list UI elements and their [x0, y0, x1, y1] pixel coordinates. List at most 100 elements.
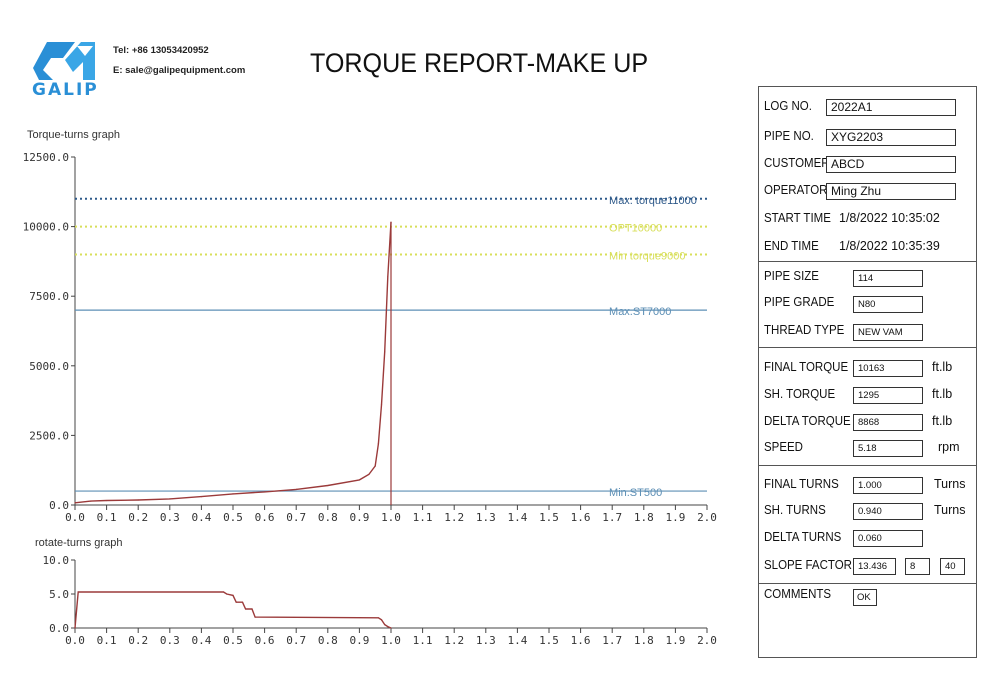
x-tick-label: 1.9 [665, 511, 685, 524]
torque-graph-title: Torque-turns graph [27, 129, 120, 141]
y-tick-label: 10000.0 [23, 221, 69, 234]
x-tick-label: 0.3 [160, 511, 180, 524]
slope-factor-field-2: 8 [905, 558, 930, 575]
data-point [377, 617, 379, 619]
data-point [384, 351, 386, 353]
section-divider [759, 261, 976, 262]
x-tick-label: 2.0 [697, 511, 717, 524]
data-point [241, 601, 244, 603]
report-panel: LOG NO. 2022A1 PIPE NO. XYG2203 CUSTOMER AB… [758, 86, 977, 658]
comments-field: OK [853, 589, 877, 606]
data-point [200, 496, 202, 498]
pipe-no-field: XYG2203 [826, 129, 956, 146]
data-series-line [74, 222, 392, 504]
data-point [254, 616, 256, 618]
contact-email: E: sale@galipequipment.com [113, 65, 246, 76]
x-tick-label: 1.7 [602, 511, 622, 524]
speed-unit: rpm [938, 440, 960, 454]
x-tick-label: 0.6 [255, 511, 275, 524]
x-tick-label: 1.4 [507, 511, 527, 524]
x-tick-label: 0.3 [160, 634, 180, 647]
reference-line-label: Min.ST500 [609, 487, 662, 499]
data-point [264, 491, 266, 493]
galip-logo-icon [33, 42, 95, 80]
x-tick-label: 0.9 [349, 634, 369, 647]
data-point [169, 498, 171, 500]
report-title: TORQUE REPORT-MAKE UP [310, 48, 649, 78]
customer-label: CUSTOMER [764, 156, 830, 170]
delta-turns-label: DELTA TURNS [764, 530, 842, 544]
y-tick-label: 12500.0 [23, 151, 69, 164]
data-point [90, 500, 92, 502]
slope-factor-field-3: 40 [940, 558, 965, 575]
x-tick-label: 1.5 [539, 634, 559, 647]
reference-line-label: Max.ST7000 [609, 306, 671, 318]
thread-type-label: THREAD TYPE [764, 323, 845, 337]
x-tick-label: 1.2 [444, 511, 464, 524]
rotate-graph-title: rotate-turns graph [35, 537, 123, 549]
final-torque-unit: ft.lb [932, 360, 953, 374]
data-point [295, 488, 297, 491]
data-point [327, 484, 329, 487]
x-tick-label: 0.5 [223, 511, 243, 524]
x-tick-label: 1.1 [413, 511, 433, 524]
y-tick-label: 7500.0 [29, 290, 69, 303]
operator-label: OPERATOR [764, 183, 828, 197]
data-point [384, 624, 386, 626]
x-tick-label: 0.1 [97, 634, 117, 647]
start-time-value: 1/8/2022 10:35:02 [839, 211, 940, 225]
x-tick-label: 0.4 [191, 634, 211, 647]
data-point [222, 591, 225, 593]
x-tick-label: 0.7 [286, 511, 306, 524]
x-tick-label: 1.6 [571, 634, 591, 647]
data-point [137, 499, 139, 501]
y-tick-label: 10.0 [43, 554, 70, 567]
delta-turns-field: 0.060 [853, 530, 923, 547]
data-point [74, 502, 76, 504]
x-tick-label: 1.3 [476, 634, 496, 647]
delta-torque-label: DELTA TORQUE [764, 414, 851, 428]
sh-torque-field: 1295 [853, 387, 923, 404]
x-tick-label: 0.8 [318, 511, 338, 524]
pipe-grade-label: PIPE GRADE [764, 295, 835, 309]
data-point [106, 499, 108, 502]
data-point [358, 479, 360, 481]
data-point [374, 465, 376, 467]
final-turns-unit: Turns [934, 477, 966, 491]
data-point [77, 591, 79, 593]
sh-torque-unit: ft.lb [932, 387, 953, 401]
slope-factor-field: 13.436 [853, 558, 896, 575]
sh-torque-label: SH. TORQUE [764, 387, 836, 401]
data-point [377, 443, 379, 445]
x-tick-label: 1.8 [634, 634, 654, 647]
speed-field: 5.18 [853, 440, 923, 457]
data-point [387, 626, 389, 628]
data-point [390, 221, 392, 223]
thread-type-field: NEW VAM [853, 324, 923, 341]
end-time-label: END TIME [764, 239, 819, 253]
delta-torque-field: 8868 [853, 414, 923, 431]
delta-torque-unit: ft.lb [932, 414, 953, 428]
x-tick-label: 2.0 [697, 634, 717, 647]
data-point [380, 404, 383, 406]
slope-factor-label: SLOPE FACTOR [764, 558, 852, 572]
data-point [226, 593, 228, 595]
y-tick-label: 5000.0 [29, 360, 69, 373]
start-time-label: START TIME [764, 211, 831, 225]
x-tick-label: 1.3 [476, 511, 496, 524]
final-torque-label: FINAL TORQUE [764, 360, 849, 374]
x-tick-label: 1.4 [507, 634, 527, 647]
x-tick-label: 0.2 [128, 634, 148, 647]
x-tick-label: 0.9 [349, 511, 369, 524]
final-torque-field: 10163 [853, 360, 923, 377]
y-tick-label: 5.0 [49, 588, 69, 601]
x-tick-label: 0.4 [191, 511, 211, 524]
log-no-field: 2022A1 [826, 99, 956, 116]
x-tick-label: 0.8 [318, 634, 338, 647]
logo-text: GALIP [32, 80, 99, 100]
pipe-size-field: 114 [853, 270, 923, 287]
data-series-line [74, 591, 392, 629]
x-tick-label: 1.2 [444, 634, 464, 647]
x-tick-label: 1.0 [381, 634, 401, 647]
data-point [245, 608, 247, 610]
